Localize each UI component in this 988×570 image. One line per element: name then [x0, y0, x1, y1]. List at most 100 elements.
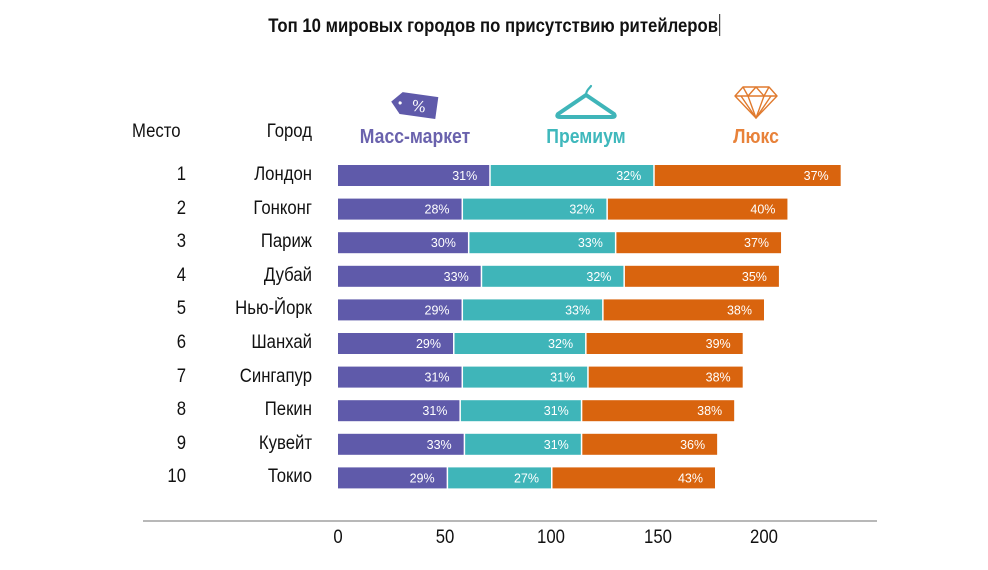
rank-label: 1	[176, 164, 186, 185]
x-tick-label: 0	[333, 527, 343, 548]
data-label: 38%	[727, 303, 752, 317]
bar-segment-premium	[463, 198, 607, 220]
data-label: 37%	[744, 236, 769, 250]
data-label: 31%	[425, 371, 450, 385]
bar-segment-mass-market	[338, 467, 447, 489]
rank-label: 2	[176, 197, 186, 219]
bar-segment-luxury	[588, 366, 743, 388]
legend-label: Масс-маркет	[359, 126, 471, 148]
rank-label: 3	[176, 231, 186, 253]
bar-segment-luxury	[607, 198, 788, 220]
x-axis-line	[143, 520, 877, 522]
bar-segment-luxury	[654, 165, 841, 186]
bar-segment-mass-market	[338, 333, 454, 354]
rank-label: 7	[176, 365, 186, 387]
data-label: 29%	[425, 303, 450, 317]
data-label: 32%	[569, 203, 594, 217]
data-label: 28%	[425, 203, 450, 217]
bar-segment-mass-market	[338, 232, 468, 254]
data-label: 31%	[544, 404, 569, 418]
bar-segment-premium	[454, 333, 586, 354]
data-label: 29%	[416, 337, 441, 351]
data-label: 35%	[742, 270, 767, 284]
city-label: Кувейт	[258, 432, 312, 454]
legend-label: Люкс	[733, 126, 779, 148]
rank-label: 9	[176, 432, 186, 454]
data-label: 33%	[427, 438, 452, 452]
data-label: 27%	[514, 471, 539, 485]
legend-luxury: Люкс	[676, 84, 836, 149]
bar-segment-premium	[448, 467, 551, 489]
bar-segment-luxury	[616, 232, 782, 254]
bar-segment-mass-market	[338, 366, 462, 388]
rank-column-header: Место	[132, 121, 181, 142]
bar-segment-luxury	[586, 333, 743, 354]
bar-segment-premium	[490, 165, 654, 186]
bar-segment-mass-market	[338, 165, 490, 186]
city-label: Париж	[260, 231, 312, 253]
diamond-icon	[676, 84, 836, 120]
city-label: Сингапур	[239, 365, 312, 387]
data-label: 36%	[680, 438, 705, 452]
data-label: 40%	[750, 203, 775, 217]
bar-segment-luxury	[603, 299, 764, 321]
bar-segment-premium	[463, 366, 588, 388]
text-cursor	[718, 14, 720, 36]
data-label: 33%	[578, 236, 603, 250]
legend-label: Премиум	[546, 126, 626, 148]
data-label: 31%	[452, 169, 477, 183]
x-tick-label: 200	[750, 527, 778, 548]
rank-label: 4	[176, 264, 186, 286]
city-label: Пекин	[264, 399, 312, 421]
bar-segment-luxury	[582, 433, 718, 455]
data-label: 32%	[548, 337, 573, 351]
bar-segment-luxury	[552, 467, 716, 489]
city-label: Токио	[267, 466, 312, 488]
data-label: 31%	[422, 404, 447, 418]
data-label: 43%	[678, 471, 703, 485]
svg-text:%: %	[411, 97, 428, 117]
data-label: 37%	[804, 169, 829, 183]
hanger-icon	[506, 84, 666, 120]
legend-mass-market: % Масс-маркет	[335, 84, 495, 149]
bar-segment-premium	[463, 299, 603, 321]
bar-segment-mass-market	[338, 265, 481, 287]
bar-segment-luxury	[624, 265, 779, 287]
bar-segment-premium	[465, 433, 581, 455]
data-label: 33%	[565, 303, 590, 317]
rank-label: 5	[176, 298, 186, 320]
city-label: Гонконг	[253, 197, 312, 219]
bar-segment-mass-market	[338, 198, 462, 220]
x-tick-label: 150	[643, 527, 672, 548]
data-label: 29%	[410, 471, 435, 485]
legend-premium: Премиум	[506, 84, 666, 149]
data-label: 38%	[697, 404, 722, 418]
bar-segment-premium	[482, 265, 624, 287]
city-label: Шанхай	[251, 332, 312, 353]
x-tick-label: 50	[435, 527, 454, 548]
city-label: Лондон	[254, 164, 312, 185]
bar-segment-mass-market	[338, 433, 464, 455]
chart-title: Топ 10 мировых городов по присутствию ри…	[268, 14, 720, 37]
x-tick-label: 100	[537, 527, 565, 548]
bar-segment-luxury	[582, 400, 735, 422]
rank-label: 10	[167, 466, 186, 488]
data-label: 32%	[586, 270, 611, 284]
city-label: Дубай	[263, 264, 312, 286]
price-tag-icon: %	[335, 84, 495, 120]
bar-segment-premium	[469, 232, 615, 254]
data-label: 32%	[616, 169, 641, 183]
data-label: 33%	[444, 270, 469, 284]
data-label: 30%	[431, 236, 456, 250]
bar-segment-mass-market	[338, 400, 460, 422]
bar-segment-premium	[460, 400, 581, 422]
city-label: Нью-Йорк	[235, 298, 312, 320]
data-label: 38%	[706, 371, 731, 385]
data-label: 31%	[550, 371, 575, 385]
data-label: 31%	[544, 438, 569, 452]
rank-label: 8	[176, 399, 186, 421]
rank-label: 6	[176, 332, 186, 353]
bar-segment-mass-market	[338, 299, 462, 321]
data-label: 39%	[706, 337, 731, 351]
